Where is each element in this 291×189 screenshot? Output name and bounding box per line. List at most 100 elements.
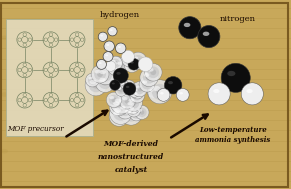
Ellipse shape [91, 65, 109, 83]
Circle shape [112, 83, 115, 84]
Ellipse shape [94, 68, 106, 80]
Ellipse shape [119, 88, 123, 92]
Circle shape [213, 89, 219, 93]
Ellipse shape [129, 106, 139, 115]
Circle shape [246, 89, 253, 93]
Text: nanostructured: nanostructured [98, 153, 164, 161]
Ellipse shape [118, 100, 125, 107]
Ellipse shape [125, 98, 130, 104]
Ellipse shape [128, 97, 139, 109]
Ellipse shape [120, 81, 129, 89]
Circle shape [115, 98, 121, 103]
Ellipse shape [122, 50, 134, 63]
Circle shape [100, 35, 103, 36]
Ellipse shape [114, 81, 121, 89]
Circle shape [106, 44, 109, 46]
Circle shape [105, 54, 108, 56]
Ellipse shape [117, 87, 125, 94]
Circle shape [118, 88, 121, 90]
Circle shape [133, 57, 139, 60]
Ellipse shape [129, 103, 135, 109]
Ellipse shape [130, 86, 139, 95]
Ellipse shape [122, 96, 133, 106]
Circle shape [111, 61, 117, 65]
Ellipse shape [125, 94, 142, 112]
Ellipse shape [241, 83, 263, 105]
Circle shape [127, 102, 133, 105]
Circle shape [114, 82, 118, 85]
Ellipse shape [132, 88, 137, 93]
Ellipse shape [144, 64, 162, 81]
Circle shape [130, 107, 134, 110]
Ellipse shape [85, 74, 107, 96]
Ellipse shape [102, 72, 109, 78]
Circle shape [130, 87, 135, 90]
Circle shape [122, 83, 125, 84]
Circle shape [1, 36, 8, 40]
Ellipse shape [179, 17, 201, 39]
Ellipse shape [110, 80, 118, 88]
Circle shape [153, 86, 160, 91]
FancyBboxPatch shape [6, 19, 93, 136]
Circle shape [111, 60, 116, 63]
Circle shape [95, 70, 100, 74]
Ellipse shape [89, 78, 103, 92]
Ellipse shape [108, 27, 117, 36]
Ellipse shape [127, 83, 141, 97]
Circle shape [130, 61, 134, 64]
Ellipse shape [156, 88, 164, 96]
Ellipse shape [98, 32, 108, 41]
Ellipse shape [119, 63, 124, 68]
Ellipse shape [111, 58, 120, 68]
Text: Low-temperature
ammonia synthesis: Low-temperature ammonia synthesis [195, 126, 271, 144]
Ellipse shape [148, 80, 172, 104]
Ellipse shape [112, 110, 126, 123]
Ellipse shape [123, 83, 126, 86]
Circle shape [138, 109, 142, 112]
Ellipse shape [113, 63, 120, 69]
Ellipse shape [122, 107, 128, 113]
Circle shape [132, 111, 136, 114]
Ellipse shape [124, 107, 138, 122]
Ellipse shape [109, 97, 129, 116]
Circle shape [117, 62, 122, 65]
Circle shape [1, 149, 8, 153]
Circle shape [133, 88, 138, 91]
Ellipse shape [123, 82, 136, 95]
Ellipse shape [132, 81, 147, 97]
Circle shape [110, 29, 113, 31]
Ellipse shape [102, 79, 109, 86]
Ellipse shape [134, 84, 145, 94]
Ellipse shape [95, 73, 115, 92]
Ellipse shape [127, 104, 141, 117]
Circle shape [150, 89, 154, 92]
Ellipse shape [116, 83, 119, 87]
Ellipse shape [137, 108, 147, 117]
Text: nitrogen: nitrogen [220, 15, 256, 23]
Ellipse shape [135, 105, 149, 119]
Ellipse shape [134, 112, 138, 117]
Ellipse shape [120, 104, 142, 125]
Ellipse shape [130, 85, 144, 99]
Ellipse shape [107, 57, 127, 76]
Circle shape [148, 68, 154, 72]
Ellipse shape [129, 52, 147, 69]
Ellipse shape [96, 65, 116, 85]
Circle shape [128, 99, 134, 102]
Ellipse shape [208, 83, 230, 105]
Circle shape [113, 101, 119, 105]
Circle shape [125, 57, 129, 60]
Ellipse shape [116, 103, 122, 109]
Ellipse shape [148, 66, 159, 78]
Circle shape [227, 71, 235, 76]
Ellipse shape [127, 100, 138, 111]
Ellipse shape [105, 61, 116, 71]
Ellipse shape [97, 59, 107, 69]
Ellipse shape [122, 80, 135, 93]
Circle shape [109, 96, 114, 99]
Circle shape [89, 80, 96, 84]
Ellipse shape [88, 75, 97, 85]
Ellipse shape [111, 97, 117, 102]
Ellipse shape [135, 90, 140, 94]
Ellipse shape [135, 93, 140, 98]
